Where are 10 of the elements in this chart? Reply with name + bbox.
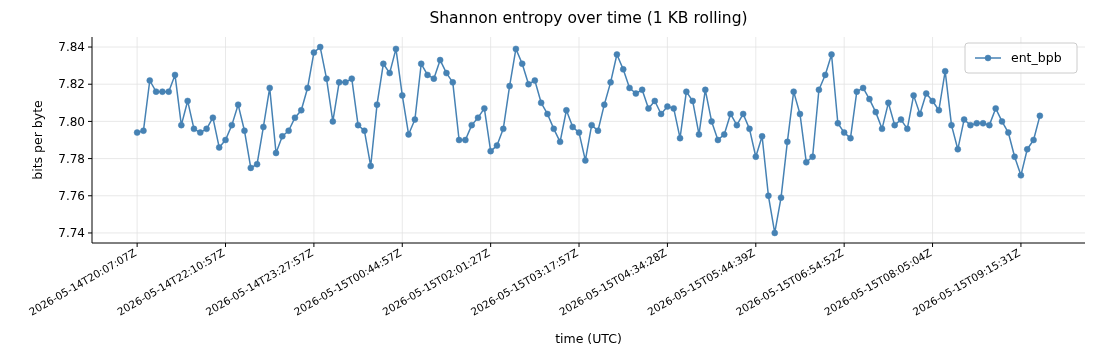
y-tick-label: 7.80 xyxy=(58,114,85,129)
x-axis-title: time (UTC) xyxy=(555,331,622,346)
y-tick-label: 7.76 xyxy=(58,188,85,203)
y-tick-label: 7.82 xyxy=(58,77,85,92)
legend-label: ent_bpb xyxy=(1011,50,1062,66)
chart-title: Shannon entropy over time (1 KB rolling) xyxy=(429,9,748,27)
y-tick-label: 7.84 xyxy=(58,40,85,55)
y-axis-title: bits per byte xyxy=(30,99,45,180)
y-tick-label: 7.74 xyxy=(58,226,85,241)
y-tick-label: 7.78 xyxy=(58,151,85,166)
